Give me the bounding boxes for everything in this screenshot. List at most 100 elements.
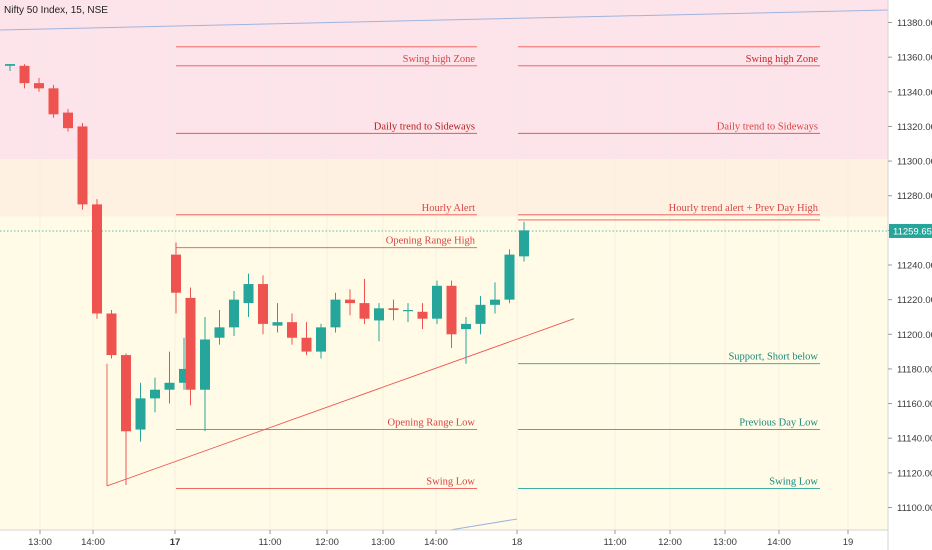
candle	[432, 280, 442, 324]
candle-body	[164, 382, 175, 390]
time-tick-label: 11:00	[258, 537, 281, 548]
price-tick-label: 11100.00	[897, 503, 932, 514]
trendlines	[0, 9, 889, 531]
support-trendline	[106, 318, 575, 487]
background-zones	[0, 0, 888, 530]
level-label: Daily trend to Sideways	[374, 121, 475, 132]
candle-body	[185, 297, 196, 390]
candle	[179, 337, 189, 390]
time-tick-label: 14:00	[767, 537, 791, 548]
candle	[374, 303, 384, 342]
level-0: Swing high Zone	[176, 46, 477, 67]
candle	[316, 323, 326, 359]
candle	[200, 316, 210, 432]
candle-body	[403, 310, 413, 312]
price-tick-label: 11180.00	[897, 364, 932, 375]
candle-body	[229, 299, 239, 328]
candles	[5, 64, 529, 485]
candle-body	[63, 112, 73, 129]
time-tick-label: 13:00	[28, 537, 52, 548]
candle	[5, 64, 15, 72]
level-label: Hourly Alert	[422, 203, 475, 214]
candle	[345, 289, 355, 316]
price-tick-label: 11220.00	[897, 295, 932, 306]
candle	[48, 84, 59, 118]
time-axis[interactable]: 13:00 14:00 17 11:00 12:00 13:00 14:00 18 11:00 1…	[28, 530, 853, 548]
candle	[417, 303, 428, 330]
candle-body	[272, 322, 283, 326]
candle	[461, 316, 471, 364]
level-3: Daily trend to Sideways	[518, 121, 820, 134]
candle-body	[200, 339, 210, 390]
candle	[229, 290, 239, 337]
price-tick-label: 11140.00	[897, 434, 932, 445]
price-tick-label: 11380.00	[897, 18, 932, 29]
time-tick-label: 13:00	[713, 537, 737, 548]
level-9: Previous Day Low	[518, 418, 820, 430]
candle	[330, 292, 341, 333]
candle-body	[5, 64, 15, 66]
grid	[39, 0, 849, 530]
price-tick-label: 11200.00	[897, 330, 932, 341]
candle	[272, 303, 283, 333]
time-tick-label: 12:00	[315, 537, 339, 548]
candle-body	[92, 204, 102, 314]
candle	[135, 382, 146, 442]
level-label: Opening Range High	[386, 236, 476, 247]
candle-body	[461, 323, 471, 330]
candle-body	[316, 327, 326, 352]
time-tick-label: 17	[170, 537, 181, 548]
candle	[63, 109, 73, 132]
candle	[164, 351, 175, 404]
time-tick-label: 11:00	[603, 537, 626, 548]
time-axis-bg	[0, 530, 932, 550]
candle	[301, 322, 312, 356]
chart-title: Nifty 50 Index, 15, NSE	[4, 5, 108, 16]
level-label: Support, Short below	[728, 352, 818, 363]
level-label: Daily trend to Sideways	[717, 121, 818, 132]
level-7: Support, Short below	[518, 352, 820, 365]
hourly-alert-zone	[0, 159, 888, 217]
candle	[446, 280, 457, 349]
time-tick-label: 19	[843, 537, 854, 548]
candle	[243, 273, 254, 317]
candle	[150, 377, 160, 413]
candle	[388, 299, 399, 321]
candle	[77, 122, 88, 210]
candle-body	[106, 313, 117, 356]
candle-body	[504, 254, 515, 300]
candle-body	[301, 337, 312, 352]
time-tick-label: 18	[512, 537, 523, 548]
swing-high-zone	[0, 0, 888, 160]
blue-trendline-bottom	[449, 518, 518, 531]
price-tick-label: 11340.00	[897, 87, 932, 98]
candle-body	[19, 65, 30, 84]
candle	[258, 275, 268, 335]
candle-body	[287, 322, 297, 338]
price-axis[interactable]: 11100.00 11120.00 11140.00 11160.00 11180.00…	[888, 18, 932, 514]
candle-body	[48, 88, 59, 115]
candle	[519, 221, 529, 262]
price-tick-label: 11280.00	[897, 191, 932, 202]
last-price-label: 11259.65	[893, 226, 932, 237]
time-tick-label: 14:00	[81, 537, 105, 548]
candle	[19, 64, 30, 89]
level-5: Hourly trend alert + Prev Day High	[518, 203, 820, 221]
price-tick-label: 11120.00	[897, 468, 932, 479]
candle	[185, 287, 196, 406]
candle-body	[388, 308, 399, 311]
candle	[287, 313, 297, 345]
candle-body	[214, 327, 225, 338]
price-axis-bg	[888, 0, 932, 550]
candle-body	[258, 284, 268, 324]
candle-body	[135, 398, 146, 430]
price-tick-label: 11160.00	[897, 399, 932, 410]
candle-body	[243, 284, 254, 304]
candle-body	[121, 355, 131, 432]
level-8: Opening Range Low	[176, 418, 477, 430]
level-label: Hourly trend alert + Prev Day High	[669, 203, 819, 214]
level-label: Opening Range Low	[388, 418, 476, 429]
candle-body	[330, 299, 341, 328]
price-tick-label: 11240.00	[897, 261, 932, 272]
